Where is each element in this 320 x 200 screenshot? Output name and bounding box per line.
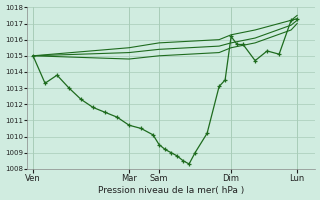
X-axis label: Pression niveau de la mer( hPa ): Pression niveau de la mer( hPa ) <box>98 186 244 195</box>
